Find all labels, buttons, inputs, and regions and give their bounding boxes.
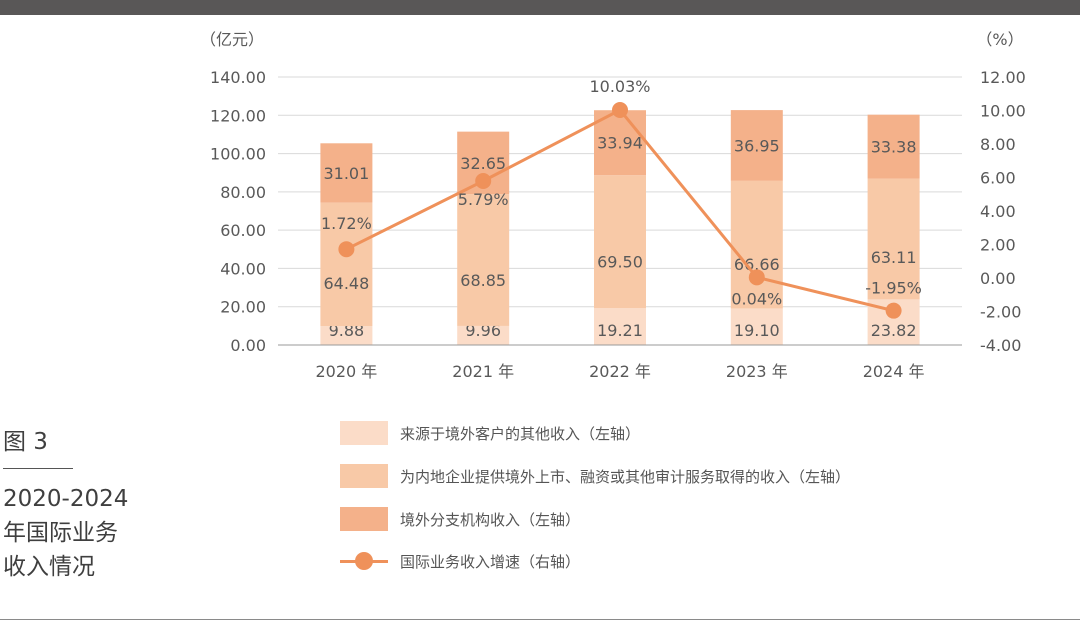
bar-data-label: 33.94 [597,134,643,153]
growth-rate-point [748,269,765,286]
right-tick-label: -4.00 [980,336,1021,355]
bar-segment-other-income [457,325,510,345]
legend-item-overseas-branch: 境外分支机构收入（左轴） [340,506,580,532]
bar-segment-overseas-branch [867,114,920,179]
growth-rate-label: 0.04% [731,289,782,308]
growth-rate-label: 5.79% [458,190,509,209]
figure-title-line-2: 年国际业务 [3,520,118,546]
bar-segment-listing-audit [457,194,510,326]
bar-segment-listing-audit [730,180,783,309]
legend-item-other-income: 来源于境外客户的其他收入（左轴） [340,420,640,446]
left-tick-label: 120.00 [210,106,266,125]
right-tick-label: 4.00 [980,202,1016,221]
legend-label-growth-rate: 国际业务收入增速（右轴） [400,552,581,571]
bar-data-label: 69.50 [597,253,643,272]
left-tick-label: 60.00 [220,221,266,240]
bar-data-label: 33.38 [871,138,917,157]
bar-data-label: 63.11 [871,248,917,267]
legend-label-other-income: 来源于境外客户的其他收入（左轴） [400,424,641,443]
combo-chart: 0.00 20.00 40.00 60.00 80.00 100.00 120.00 140.… [200,30,1026,381]
bar-data-label: 23.82 [871,321,917,340]
left-tick-label: 0.00 [230,336,266,355]
right-tick-label: 12.00 [980,68,1026,87]
right-tick-label: 2.00 [980,236,1016,255]
bar-data-label: 36.95 [734,136,780,155]
growth-rate-point [885,302,902,319]
growth-rate-point [612,101,628,118]
bar-data-label: 66.66 [734,255,780,274]
right-tick-label: 10.00 [980,102,1026,121]
legend-item-growth-rate: 国际业务收入增速（右轴） [340,548,580,574]
top-header-bar [0,0,1080,15]
right-tick-label: 6.00 [980,169,1016,188]
growth-rate-label: 1.72% [321,214,372,233]
left-tick-label: 140.00 [210,68,266,87]
figure-title-line-3: 收入情况 [3,554,95,580]
bar-data-label: 32.65 [460,154,506,173]
bar-segment-other-income [320,326,373,345]
x-tick-label: 2022 年 [589,362,651,381]
growth-rate-point [475,173,492,190]
right-tick-label: 0.00 [980,269,1016,288]
bar-segment-listing-audit [320,202,373,327]
bar-data-label: 19.21 [597,321,643,340]
right-axis-unit: （%） [976,30,1023,49]
left-tick-label: 20.00 [220,298,266,317]
bar-segment-listing-audit [867,178,920,300]
left-tick-label: 40.00 [220,259,266,278]
bottom-divider [0,619,1080,620]
x-tick-label: 2020 年 [315,362,377,381]
left-tick-label: 80.00 [220,183,266,202]
legend-swatch-listing-audit [340,464,388,488]
legend-item-listing-audit: 为内地企业提供境外上市、融资或其他审计服务取得的收入（左轴） [340,463,850,489]
growth-rate-label: -1.95% [865,279,922,298]
legend-swatch-other-income [340,421,388,445]
bar-segment-other-income [730,308,783,345]
figure-title-line-1: 2020-2024 [3,486,129,512]
growth-rate-point [338,241,355,258]
figure-number: 图 3 [3,429,48,455]
legend-line-marker-icon [340,549,388,573]
bar-data-label: 19.10 [734,321,780,340]
bar-segment-listing-audit [594,175,646,309]
left-axis-unit: （亿元） [200,30,264,49]
x-tick-label: 2024 年 [863,362,925,381]
bar-data-label: 64.48 [323,274,369,293]
legend-swatch-overseas-branch [340,507,388,531]
bar-segment-other-income [594,308,646,345]
right-tick-label: -2.00 [980,303,1021,322]
bar-segment-overseas-branch [594,110,646,176]
bar-segment-overseas-branch [320,143,373,203]
left-tick-label: 100.00 [210,145,266,164]
x-tick-label: 2021 年 [452,362,514,381]
x-tick-label: 2023 年 [726,362,788,381]
bar-data-label: 31.01 [323,164,369,183]
legend-label-overseas-branch: 境外分支机构收入（左轴） [400,510,581,529]
bar-data-label: 68.85 [460,271,506,290]
growth-rate-label: 10.03% [589,77,650,96]
right-tick-label: 8.00 [980,135,1016,154]
figure-divider [3,468,73,469]
bar-segment-overseas-branch [730,110,783,181]
legend-label-listing-audit: 为内地企业提供境外上市、融资或其他审计服务取得的收入（左轴） [400,467,851,486]
